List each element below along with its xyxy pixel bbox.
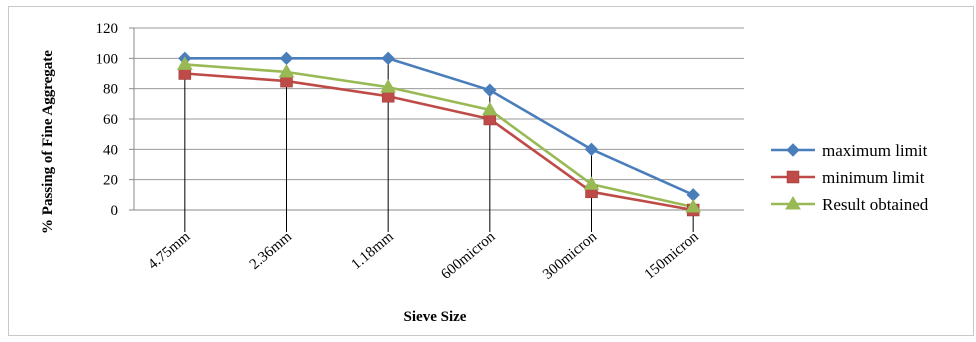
legend-label: maximum limit <box>822 141 928 160</box>
data-point <box>583 176 600 190</box>
series-markers <box>176 51 702 217</box>
legend-marker <box>786 170 800 184</box>
x-tick-label: 600micron <box>438 228 498 282</box>
series-line-minimum-limit <box>184 72 694 212</box>
data-point <box>584 142 599 157</box>
data-point <box>176 56 193 70</box>
data-point <box>483 83 497 97</box>
data-point <box>481 101 498 116</box>
x-tick-label: 4.75mm <box>145 229 194 273</box>
data-point <box>279 51 294 66</box>
x-tick-labels: 4.75mm 2.36mm 1.18mm 600micron 300micron 150m… <box>145 228 702 282</box>
x-tick-label: 1.18mm <box>348 229 397 273</box>
y-tick-labels: 0 20 40 60 80 100 120 <box>96 21 119 219</box>
y-tick-label: 20 <box>103 173 118 189</box>
data-point <box>278 63 295 78</box>
y-tick-label: 120 <box>96 21 119 37</box>
y-tick-label: 60 <box>103 112 118 128</box>
x-axis-title: Sieve Size <box>404 309 467 325</box>
legend-label: minimum limit <box>822 168 925 187</box>
legend-marker <box>786 143 800 157</box>
legend-entry: maximum limit <box>771 141 928 160</box>
data-point <box>685 198 702 213</box>
data-point <box>380 79 397 93</box>
x-tick-label: 300micron <box>540 228 600 282</box>
chart-frame: 0 20 40 60 80 100 120 4.75mm 2.36mm 1.18mm 600mic… <box>8 6 974 336</box>
legend: maximum limit minimum limit Result obtaine… <box>771 141 929 214</box>
series-line-result-obtained <box>184 63 694 209</box>
legend-marker <box>785 196 801 210</box>
data-point <box>381 51 395 66</box>
axes <box>129 27 744 211</box>
line-chart: 0 20 40 60 80 100 120 4.75mm 2.36mm 1.18mm 600mic… <box>40 21 929 325</box>
gridlines <box>134 27 744 181</box>
drop-lines <box>184 58 694 232</box>
y-tick-label: 80 <box>103 82 118 98</box>
y-tick-label: 40 <box>103 142 118 158</box>
legend-entry: minimum limit <box>771 168 925 187</box>
legend-label: Result obtained <box>822 195 929 214</box>
y-axis-title: % Passing of Fine Aggregate <box>40 50 56 234</box>
series-line-maximum-limit <box>184 57 694 197</box>
x-tick-label: 2.36mm <box>247 229 296 273</box>
x-tick-label: 150micron <box>642 228 702 282</box>
series-lines <box>184 57 694 212</box>
legend-entry: Result obtained <box>771 195 929 214</box>
y-tick-label: 100 <box>96 51 119 67</box>
y-tick-label: 0 <box>111 203 119 219</box>
